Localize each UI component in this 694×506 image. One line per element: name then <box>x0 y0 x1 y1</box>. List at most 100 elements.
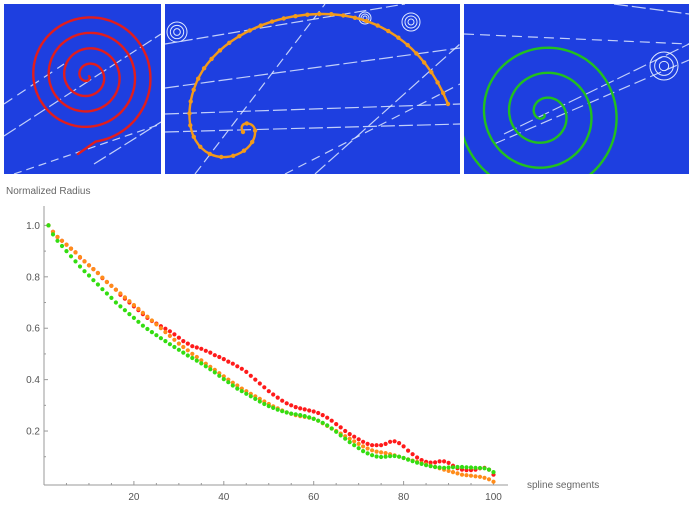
data-point <box>100 275 105 280</box>
data-point <box>284 401 289 406</box>
data-point <box>379 454 384 460</box>
data-point <box>185 341 190 346</box>
data-point <box>325 423 330 428</box>
spline-knot <box>188 99 193 104</box>
data-point <box>419 461 424 466</box>
data-point <box>172 332 177 337</box>
data-point <box>221 357 226 362</box>
data-point <box>167 329 172 334</box>
data-point <box>194 345 199 350</box>
data-point <box>289 411 294 416</box>
data-point <box>212 353 217 358</box>
chamber-background <box>464 4 689 174</box>
data-point <box>248 373 253 378</box>
data-point <box>347 436 352 441</box>
data-point <box>446 468 451 473</box>
data-point <box>149 330 154 335</box>
data-point <box>397 454 402 459</box>
data-point <box>118 291 123 296</box>
data-point <box>361 439 366 444</box>
data-point <box>140 310 145 315</box>
data-point <box>473 465 478 470</box>
data-point <box>163 330 168 335</box>
data-point <box>82 259 87 264</box>
data-point <box>248 394 253 399</box>
data-point <box>392 453 397 459</box>
data-point <box>352 439 357 444</box>
spline-knot <box>188 123 193 128</box>
data-point <box>307 408 312 413</box>
data-point <box>257 381 262 386</box>
data-point <box>311 409 316 414</box>
data-point <box>347 440 352 445</box>
x-tick-label: 40 <box>218 492 230 503</box>
data-point <box>181 344 186 350</box>
data-points <box>46 223 496 484</box>
data-point <box>131 303 136 308</box>
data-point <box>149 318 154 323</box>
series-3 <box>46 223 496 475</box>
data-point <box>55 234 60 240</box>
data-point <box>176 347 181 352</box>
data-point <box>406 448 411 453</box>
data-point <box>104 279 109 285</box>
data-point <box>190 344 195 349</box>
data-point <box>284 410 289 415</box>
spline-knot <box>187 111 192 116</box>
y-tick-label: 0.6 <box>26 324 40 335</box>
data-point <box>158 336 163 341</box>
data-point <box>271 392 276 397</box>
data-point <box>455 464 460 470</box>
data-point <box>244 369 249 374</box>
spline-knot <box>352 15 358 20</box>
data-point <box>486 477 492 482</box>
data-point <box>293 412 298 417</box>
data-point <box>334 422 339 427</box>
data-point <box>352 434 357 439</box>
data-point <box>127 312 132 317</box>
spline-knot <box>305 12 310 17</box>
data-point <box>401 444 406 449</box>
data-point <box>95 282 100 287</box>
data-point <box>482 475 487 480</box>
data-point <box>302 407 307 412</box>
data-point <box>446 465 451 470</box>
bubble-chamber-photo-orange <box>165 4 460 174</box>
data-point <box>50 232 56 237</box>
spline-knot <box>244 121 249 126</box>
data-point <box>468 473 474 478</box>
data-point <box>374 443 379 448</box>
data-point <box>356 437 361 442</box>
data-point <box>464 473 469 478</box>
spline-knot <box>375 23 380 28</box>
data-point <box>442 465 447 470</box>
data-point <box>185 353 190 358</box>
data-point <box>428 464 433 469</box>
data-point <box>91 267 96 272</box>
data-point <box>230 361 235 366</box>
data-point <box>433 460 438 465</box>
spline-knot <box>201 66 207 71</box>
data-point <box>217 373 222 378</box>
spline-knots <box>187 11 451 160</box>
spline-knot <box>198 144 203 149</box>
data-point <box>370 448 375 453</box>
data-point <box>86 263 92 268</box>
x-tick-label: 100 <box>485 492 502 503</box>
data-point <box>140 323 145 328</box>
data-point <box>154 333 159 338</box>
data-point <box>172 344 177 350</box>
data-point <box>199 346 204 351</box>
data-point <box>194 358 199 363</box>
y-axis-label: Normalized Radius <box>6 186 90 197</box>
spline-knot <box>196 76 201 81</box>
data-point <box>442 459 447 464</box>
data-point <box>100 287 105 292</box>
data-point <box>365 446 370 451</box>
data-point <box>235 383 240 388</box>
data-point <box>352 443 357 448</box>
data-point <box>113 300 118 305</box>
spline-knot <box>435 80 440 85</box>
data-point <box>415 460 420 465</box>
data-point <box>459 472 465 477</box>
